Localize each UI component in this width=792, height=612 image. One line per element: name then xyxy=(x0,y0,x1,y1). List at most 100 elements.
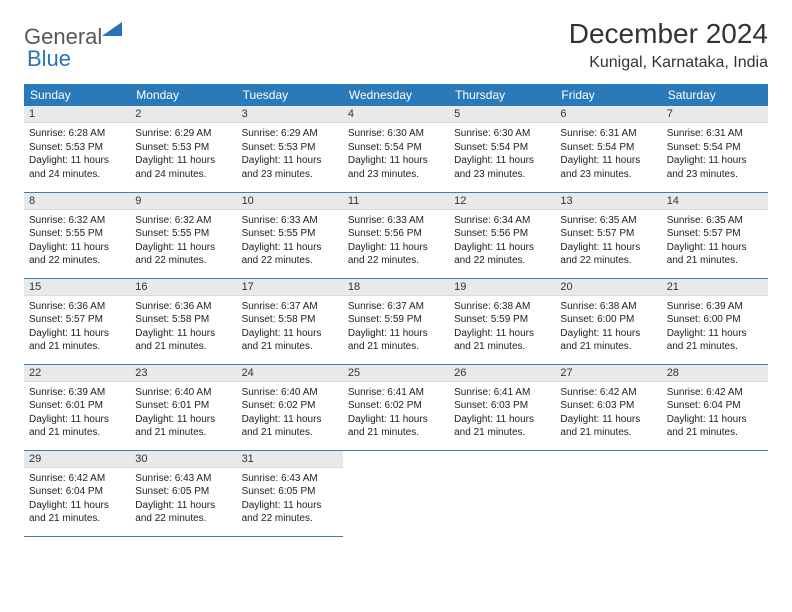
sunset-text: Sunset: 5:56 PM xyxy=(348,227,444,241)
sunrise-text: Sunrise: 6:33 AM xyxy=(242,214,338,228)
sunrise-text: Sunrise: 6:29 AM xyxy=(135,127,231,141)
sunrise-text: Sunrise: 6:39 AM xyxy=(667,300,763,314)
weekday-header: Thursday xyxy=(449,84,555,106)
calendar-day-cell: 5Sunrise: 6:30 AMSunset: 5:54 PMDaylight… xyxy=(449,106,555,192)
daylight-text: Daylight: 11 hours and 21 minutes. xyxy=(135,327,231,354)
day-number: 30 xyxy=(130,451,236,468)
sunrise-text: Sunrise: 6:29 AM xyxy=(242,127,338,141)
day-details: Sunrise: 6:35 AMSunset: 5:57 PMDaylight:… xyxy=(662,210,768,274)
month-title: December 2024 xyxy=(569,18,768,50)
sunset-text: Sunset: 6:05 PM xyxy=(242,485,338,499)
day-number: 1 xyxy=(24,106,130,123)
day-number: 9 xyxy=(130,193,236,210)
daylight-text: Daylight: 11 hours and 22 minutes. xyxy=(242,241,338,268)
day-details: Sunrise: 6:29 AMSunset: 5:53 PMDaylight:… xyxy=(237,123,343,187)
daylight-text: Daylight: 11 hours and 21 minutes. xyxy=(667,241,763,268)
sunrise-text: Sunrise: 6:43 AM xyxy=(135,472,231,486)
sunrise-text: Sunrise: 6:28 AM xyxy=(29,127,125,141)
calendar-day-cell: 31Sunrise: 6:43 AMSunset: 6:05 PMDayligh… xyxy=(237,450,343,536)
day-number: 13 xyxy=(555,193,661,210)
calendar-page: General December 2024 Kunigal, Karnataka… xyxy=(0,0,792,555)
day-number: 19 xyxy=(449,279,555,296)
day-number: 31 xyxy=(237,451,343,468)
sunset-text: Sunset: 6:01 PM xyxy=(135,399,231,413)
day-number: 12 xyxy=(449,193,555,210)
sunset-text: Sunset: 6:00 PM xyxy=(560,313,656,327)
sunset-text: Sunset: 5:54 PM xyxy=(348,141,444,155)
sunrise-text: Sunrise: 6:34 AM xyxy=(454,214,550,228)
logo-text-blue: Blue xyxy=(27,46,71,71)
sunset-text: Sunset: 5:53 PM xyxy=(242,141,338,155)
calendar-day-cell: 10Sunrise: 6:33 AMSunset: 5:55 PMDayligh… xyxy=(237,192,343,278)
weekday-header: Monday xyxy=(130,84,236,106)
daylight-text: Daylight: 11 hours and 21 minutes. xyxy=(348,413,444,440)
calendar-day-cell: 17Sunrise: 6:37 AMSunset: 5:58 PMDayligh… xyxy=(237,278,343,364)
day-number: 2 xyxy=(130,106,236,123)
weekday-header: Saturday xyxy=(662,84,768,106)
daylight-text: Daylight: 11 hours and 24 minutes. xyxy=(29,154,125,181)
location-title: Kunigal, Karnataka, India xyxy=(569,54,768,72)
calendar-day-cell: 25Sunrise: 6:41 AMSunset: 6:02 PMDayligh… xyxy=(343,364,449,450)
calendar-header-row: Sunday Monday Tuesday Wednesday Thursday… xyxy=(24,84,768,106)
day-details: Sunrise: 6:28 AMSunset: 5:53 PMDaylight:… xyxy=(24,123,130,187)
sunrise-text: Sunrise: 6:37 AM xyxy=(242,300,338,314)
day-details: Sunrise: 6:43 AMSunset: 6:05 PMDaylight:… xyxy=(237,468,343,532)
day-number: 8 xyxy=(24,193,130,210)
daylight-text: Daylight: 11 hours and 21 minutes. xyxy=(667,327,763,354)
logo-blue-row: Blue xyxy=(27,46,71,72)
calendar-day-cell: 27Sunrise: 6:42 AMSunset: 6:03 PMDayligh… xyxy=(555,364,661,450)
day-number: 26 xyxy=(449,365,555,382)
day-details: Sunrise: 6:33 AMSunset: 5:56 PMDaylight:… xyxy=(343,210,449,274)
sunrise-text: Sunrise: 6:40 AM xyxy=(242,386,338,400)
daylight-text: Daylight: 11 hours and 22 minutes. xyxy=(135,499,231,526)
calendar-body: 1Sunrise: 6:28 AMSunset: 5:53 PMDaylight… xyxy=(24,106,768,536)
day-details: Sunrise: 6:30 AMSunset: 5:54 PMDaylight:… xyxy=(449,123,555,187)
day-details: Sunrise: 6:39 AMSunset: 6:01 PMDaylight:… xyxy=(24,382,130,446)
day-details: Sunrise: 6:42 AMSunset: 6:04 PMDaylight:… xyxy=(24,468,130,532)
calendar-day-cell xyxy=(555,450,661,536)
daylight-text: Daylight: 11 hours and 23 minutes. xyxy=(348,154,444,181)
sunset-text: Sunset: 6:02 PM xyxy=(242,399,338,413)
daylight-text: Daylight: 11 hours and 21 minutes. xyxy=(29,413,125,440)
day-details: Sunrise: 6:32 AMSunset: 5:55 PMDaylight:… xyxy=(24,210,130,274)
day-details: Sunrise: 6:42 AMSunset: 6:04 PMDaylight:… xyxy=(662,382,768,446)
sunrise-text: Sunrise: 6:32 AM xyxy=(135,214,231,228)
day-number: 16 xyxy=(130,279,236,296)
day-details: Sunrise: 6:41 AMSunset: 6:03 PMDaylight:… xyxy=(449,382,555,446)
day-number: 4 xyxy=(343,106,449,123)
calendar-day-cell: 3Sunrise: 6:29 AMSunset: 5:53 PMDaylight… xyxy=(237,106,343,192)
sunset-text: Sunset: 6:04 PM xyxy=(667,399,763,413)
calendar-week-row: 22Sunrise: 6:39 AMSunset: 6:01 PMDayligh… xyxy=(24,364,768,450)
calendar-day-cell: 29Sunrise: 6:42 AMSunset: 6:04 PMDayligh… xyxy=(24,450,130,536)
sunset-text: Sunset: 6:03 PM xyxy=(560,399,656,413)
calendar-day-cell: 23Sunrise: 6:40 AMSunset: 6:01 PMDayligh… xyxy=(130,364,236,450)
daylight-text: Daylight: 11 hours and 21 minutes. xyxy=(454,413,550,440)
day-details: Sunrise: 6:43 AMSunset: 6:05 PMDaylight:… xyxy=(130,468,236,532)
title-block: December 2024 Kunigal, Karnataka, India xyxy=(569,18,768,72)
day-number: 6 xyxy=(555,106,661,123)
sunrise-text: Sunrise: 6:35 AM xyxy=(560,214,656,228)
weekday-header: Wednesday xyxy=(343,84,449,106)
calendar-day-cell: 13Sunrise: 6:35 AMSunset: 5:57 PMDayligh… xyxy=(555,192,661,278)
day-number: 5 xyxy=(449,106,555,123)
day-details: Sunrise: 6:37 AMSunset: 5:58 PMDaylight:… xyxy=(237,296,343,360)
day-number: 20 xyxy=(555,279,661,296)
daylight-text: Daylight: 11 hours and 21 minutes. xyxy=(29,499,125,526)
sunrise-text: Sunrise: 6:40 AM xyxy=(135,386,231,400)
day-number: 29 xyxy=(24,451,130,468)
calendar-day-cell: 1Sunrise: 6:28 AMSunset: 5:53 PMDaylight… xyxy=(24,106,130,192)
sunrise-text: Sunrise: 6:30 AM xyxy=(454,127,550,141)
day-details: Sunrise: 6:40 AMSunset: 6:02 PMDaylight:… xyxy=(237,382,343,446)
sunset-text: Sunset: 5:57 PM xyxy=(560,227,656,241)
day-details: Sunrise: 6:31 AMSunset: 5:54 PMDaylight:… xyxy=(662,123,768,187)
weekday-header: Friday xyxy=(555,84,661,106)
sunset-text: Sunset: 5:57 PM xyxy=(29,313,125,327)
sunrise-text: Sunrise: 6:41 AM xyxy=(348,386,444,400)
daylight-text: Daylight: 11 hours and 22 minutes. xyxy=(29,241,125,268)
calendar-day-cell xyxy=(662,450,768,536)
sunset-text: Sunset: 5:53 PM xyxy=(135,141,231,155)
weekday-header: Sunday xyxy=(24,84,130,106)
day-details: Sunrise: 6:42 AMSunset: 6:03 PMDaylight:… xyxy=(555,382,661,446)
day-number: 18 xyxy=(343,279,449,296)
calendar-day-cell: 26Sunrise: 6:41 AMSunset: 6:03 PMDayligh… xyxy=(449,364,555,450)
